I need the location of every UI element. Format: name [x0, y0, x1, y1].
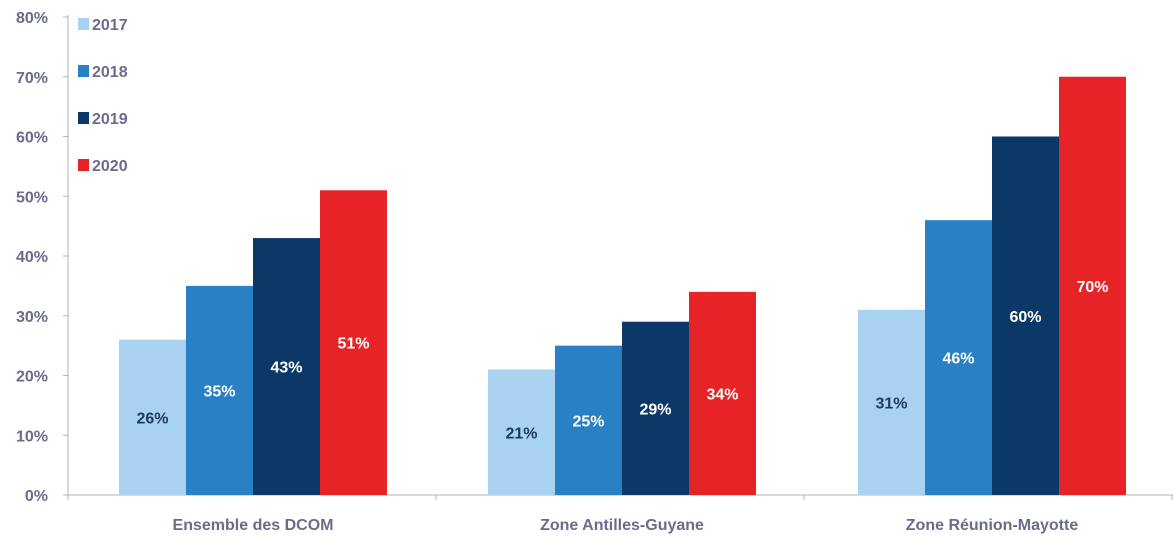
y-tick-label: 40% [16, 249, 48, 266]
y-tick-label: 60% [16, 130, 48, 147]
y-tick-label: 50% [16, 189, 48, 206]
data-label: 60% [1009, 309, 1041, 326]
x-axis: Ensemble des DCOM Zone Antilles-Guyane Zon… [67, 494, 1173, 534]
bar-2020 [320, 190, 387, 495]
data-label: 29% [639, 401, 671, 418]
data-label: 51% [337, 336, 369, 353]
legend-label: 2018 [92, 64, 128, 81]
bar-2019 [253, 238, 320, 495]
data-label: 31% [875, 395, 907, 412]
data-label: 35% [203, 383, 235, 400]
bar-2018 [555, 345, 622, 495]
bar-2019 [622, 321, 689, 495]
bar-2018 [186, 285, 253, 495]
y-tick-label: 10% [16, 428, 48, 445]
legend-swatch [78, 112, 89, 124]
bar-2019 [992, 136, 1059, 495]
bar-2020 [689, 291, 756, 495]
bar-2018 [925, 220, 992, 495]
legend-label: 2017 [92, 17, 128, 34]
legend-swatch [78, 18, 89, 30]
data-label: 26% [136, 410, 168, 427]
legend-label: 2019 [92, 111, 128, 128]
data-label: 25% [572, 413, 604, 430]
category-label: Zone Réunion-Mayotte [906, 517, 1079, 534]
bar-2017 [858, 309, 925, 495]
bars [119, 76, 1126, 495]
y-tick-label: 80% [16, 10, 48, 27]
y-tick-label: 0% [25, 488, 48, 505]
legend-label: 2020 [92, 158, 128, 175]
bar-2020 [1059, 76, 1126, 495]
data-label: 34% [706, 386, 738, 403]
y-tick-label: 70% [16, 70, 48, 87]
data-labels: 26% 21% 31% 35% 25% 46% 43% 29% 60% 51% 34% 70% [136, 279, 1108, 442]
bar-2017 [119, 339, 186, 495]
legend-swatch [78, 159, 89, 171]
y-tick-label: 30% [16, 309, 48, 326]
data-label: 46% [942, 351, 974, 368]
data-label: 70% [1076, 279, 1108, 296]
bar-2017 [488, 369, 555, 495]
category-label: Ensemble des DCOM [173, 517, 334, 534]
legend-swatch [78, 65, 89, 77]
data-label: 43% [270, 360, 302, 377]
y-axis: 0% 10% 20% 30% 40% 50% 60% 70% 80% [16, 10, 69, 505]
legend: 2017 2018 2019 2020 [78, 17, 128, 175]
y-tick-label: 20% [16, 369, 48, 386]
data-label: 21% [505, 425, 537, 442]
category-label: Zone Antilles-Guyane [540, 517, 704, 534]
